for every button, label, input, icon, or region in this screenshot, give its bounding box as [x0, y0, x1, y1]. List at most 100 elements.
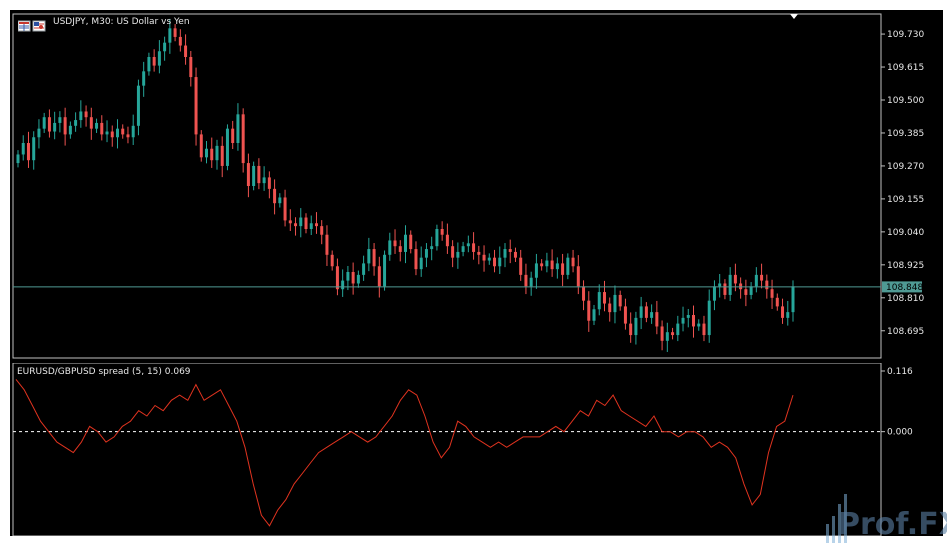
candle: [430, 236, 434, 261]
candle-body: [37, 128, 41, 138]
price-tick-label: 108.695: [887, 327, 924, 337]
candle-body: [456, 251, 460, 258]
candle: [262, 166, 266, 191]
candle: [477, 245, 481, 265]
candle: [157, 40, 161, 74]
candle: [294, 217, 298, 236]
candle: [79, 100, 83, 128]
candle: [513, 247, 517, 262]
candle-body: [404, 234, 407, 252]
candle-body: [325, 234, 329, 255]
candle: [398, 240, 402, 262]
candle: [246, 153, 250, 198]
candle: [555, 257, 559, 279]
candle-body: [760, 274, 764, 281]
candle: [576, 255, 580, 295]
candle: [582, 280, 586, 311]
candle: [231, 120, 235, 150]
candle: [592, 304, 596, 326]
candle-body: [775, 297, 779, 307]
chart-window[interactable]: 109.730 109.615 109.500 109.385 109.270 109.1…: [10, 10, 943, 537]
candle: [121, 124, 125, 139]
candle: [21, 135, 25, 161]
candle-body: [692, 315, 696, 327]
candle-body: [236, 114, 240, 143]
candle-body: [650, 312, 654, 318]
candle-body: [356, 274, 360, 284]
candle-body: [246, 163, 250, 186]
candle-body: [571, 257, 575, 267]
candle-body: [686, 315, 690, 318]
candle-body: [733, 274, 737, 284]
candle: [241, 108, 245, 173]
candle-body: [566, 257, 570, 275]
candle: [168, 18, 172, 54]
candle-body: [466, 243, 470, 247]
candle: [503, 243, 507, 268]
candle-body: [178, 36, 182, 46]
candle: [639, 296, 643, 330]
candle: [367, 237, 371, 272]
candle: [325, 225, 329, 266]
price-pane[interactable]: 109.730 109.615 109.500 109.385 109.270 109.1…: [10, 10, 943, 360]
candle-body: [79, 111, 83, 121]
candle-body: [482, 254, 486, 261]
indicator-pane[interactable]: 0.116 0.000 EURUSD/GBPUSD spread (5, 15) …: [10, 362, 943, 537]
candle: [781, 298, 785, 324]
candle-body: [555, 263, 559, 270]
candle: [534, 253, 538, 289]
spread-indicator-chart[interactable]: 0.116 0.000: [10, 362, 943, 537]
candle-body: [409, 234, 413, 250]
candle-body: [676, 323, 680, 336]
candle: [314, 212, 318, 234]
candle: [89, 107, 93, 140]
candle-body: [440, 229, 444, 235]
candle: [142, 61, 146, 97]
candle: [466, 235, 470, 253]
candle: [152, 49, 156, 72]
shift-marker-icon[interactable]: [790, 14, 798, 19]
price-tick-label: 109.730: [887, 30, 924, 40]
candle-body: [225, 128, 229, 166]
candle-body: [791, 286, 795, 313]
watermark-logo: Prof.FX: [818, 494, 947, 543]
indicator-border: [12, 362, 882, 537]
candle-body: [58, 117, 62, 123]
candle: [95, 118, 99, 133]
candle-body: [681, 317, 685, 324]
candle: [194, 67, 198, 146]
candle: [210, 137, 214, 168]
candle-body: [199, 134, 203, 158]
candle: [267, 171, 271, 199]
candle-body: [451, 246, 455, 258]
candle: [445, 223, 449, 254]
candle-body: [330, 254, 334, 267]
candle: [613, 285, 617, 324]
candle-body: [53, 122, 57, 132]
candle: [53, 111, 57, 140]
candlestick-chart[interactable]: 109.730 109.615 109.500 109.385 109.270 109.1…: [10, 10, 943, 360]
candle: [362, 255, 366, 281]
candle-body: [655, 312, 659, 327]
candle-body: [68, 125, 72, 135]
candle-body: [623, 306, 627, 324]
candle-body: [435, 229, 439, 247]
candle: [388, 232, 392, 261]
candle-body: [493, 257, 497, 267]
candle: [435, 224, 439, 251]
candle: [346, 265, 350, 291]
candle-body: [660, 326, 664, 341]
candle: [409, 230, 413, 254]
candle-body: [472, 243, 476, 252]
price-tick-label: 108.925: [887, 261, 924, 271]
current-price-label: 108.848: [886, 283, 923, 293]
candle-body: [377, 266, 381, 287]
candle: [760, 263, 764, 289]
candle-body: [278, 197, 282, 204]
candle: [482, 245, 486, 272]
symbol-table-icon: [17, 20, 31, 32]
candle-body: [749, 286, 753, 295]
candle: [283, 189, 287, 227]
current-price-tag: [882, 281, 922, 293]
candle-body: [781, 306, 785, 318]
